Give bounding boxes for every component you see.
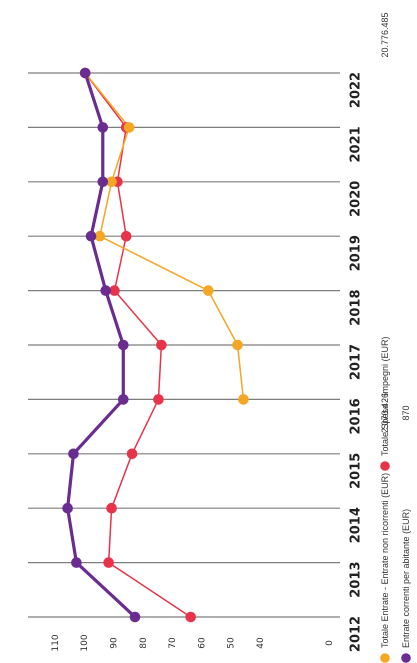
point-s3-2018 <box>100 285 112 296</box>
legend: Totale Entrate - Entrate non ricorrenti … <box>380 12 411 663</box>
year-label-2015: 2015 <box>349 453 364 489</box>
point-s1-2016 <box>238 394 249 405</box>
point-s1-2017 <box>232 339 243 351</box>
year-label-2019: 2019 <box>349 235 364 271</box>
year-gridlines <box>28 72 340 618</box>
year-label-2012: 2012 <box>349 616 364 652</box>
y-axis: 40 50 60 70 80 90 100 110 0 <box>51 634 335 651</box>
point-s3-2016 <box>117 394 129 405</box>
point-s3-2017 <box>117 339 129 351</box>
legend-marker-3 <box>401 653 411 663</box>
year-label-2021: 2021 <box>349 126 364 162</box>
year-label-2014: 2014 <box>349 507 364 543</box>
year-label-2018: 2018 <box>349 290 364 326</box>
tick-label-zero: 0 <box>325 640 335 646</box>
point-s1-2019 <box>94 230 106 242</box>
point-s2-2018 <box>109 285 120 296</box>
tick-label-60: 60 <box>197 637 207 649</box>
legend-value-2: 20.776.485 <box>380 12 390 57</box>
point-s2-2012 <box>185 611 196 623</box>
point-s2-2019 <box>120 230 132 242</box>
tick-label-40: 40 <box>256 637 266 649</box>
data-series <box>62 67 249 623</box>
point-s3-2020 <box>97 176 109 188</box>
legend-value-3: 870 <box>401 405 411 420</box>
point-s2-2017 <box>156 339 167 351</box>
point-s3-2019 <box>85 230 97 242</box>
year-label-2016: 2016 <box>349 398 364 434</box>
point-s3-2014 <box>62 502 73 514</box>
legend-marker-1 <box>380 653 390 663</box>
point-s2-2016 <box>153 394 164 405</box>
point-s1-2021 <box>123 122 135 133</box>
legend-label-3: Entrate correnti per abitante (EUR) <box>401 509 411 648</box>
point-s1-2020 <box>106 176 117 188</box>
tick-label-110: 110 <box>51 634 61 651</box>
x-axis-year-labels: 2012 2013 2014 2015 2016 2017 2018 2019 2020 2021… <box>349 72 364 652</box>
legend-label-2: Totale Spese - Impegni (EUR) <box>380 336 390 456</box>
tick-label-50: 50 <box>227 637 237 649</box>
legend-value-1: 2.070.426 <box>380 393 390 433</box>
year-label-2022: 2022 <box>349 72 364 108</box>
point-s2-2015 <box>126 448 138 460</box>
point-s3-2022 <box>79 67 91 79</box>
point-s3-2015 <box>68 448 79 460</box>
tick-label-90: 90 <box>110 637 120 649</box>
tick-label-70: 70 <box>168 637 178 649</box>
year-label-2013: 2013 <box>349 562 364 598</box>
point-s2-2014 <box>106 502 117 514</box>
point-s3-2013 <box>71 557 82 568</box>
year-label-2017: 2017 <box>349 344 364 380</box>
year-label-2020: 2020 <box>349 181 364 217</box>
tick-label-80: 80 <box>139 637 149 649</box>
tick-label-100: 100 <box>80 634 90 651</box>
legend-label-1: Totale Entrate - Entrate non ricorrenti … <box>380 473 390 648</box>
point-s1-2018 <box>202 285 214 296</box>
legend-marker-2 <box>380 461 390 471</box>
point-s3-2012 <box>129 611 141 623</box>
point-s2-2013 <box>103 557 114 568</box>
point-s3-2021 <box>97 122 109 133</box>
